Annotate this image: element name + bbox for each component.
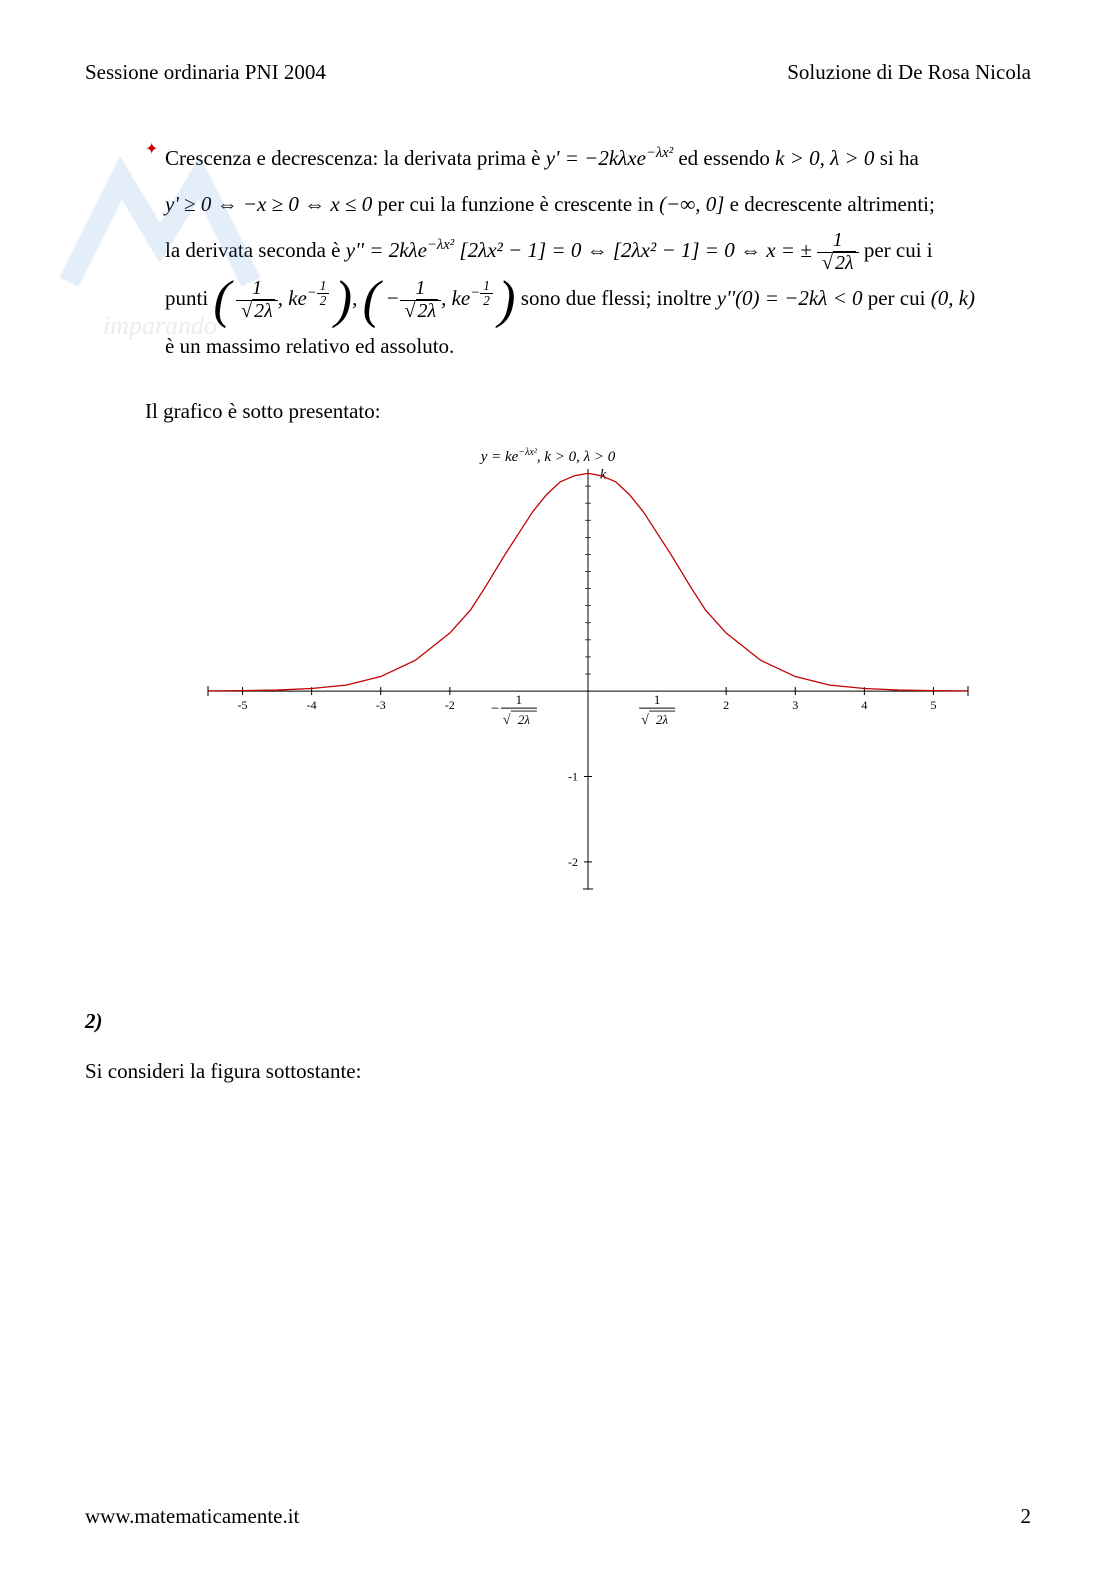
- bullet-item: ✦ Crescenza e decrescenza: la derivata p…: [145, 135, 1031, 369]
- line2a: y' ≥ 0 ⇔ −x ≥ 0 ⇔ x ≤ 0: [165, 192, 372, 216]
- line2c: e decrescente altrimenti;: [730, 192, 935, 216]
- d2zero: y''(0) = −2kλ < 0: [717, 286, 863, 310]
- bullet-text: Crescenza e decrescenza: la derivata pri…: [165, 135, 975, 369]
- section-2: 2) Si consideri la figura sottostante:: [85, 1009, 1031, 1084]
- line5: è un massimo relativo ed assoluto.: [165, 334, 454, 358]
- cond1: k > 0, λ > 0: [775, 146, 874, 170]
- svg-text:-5: -5: [238, 698, 248, 712]
- svg-text:−: −: [491, 701, 499, 717]
- bullet-marker: ✦: [145, 135, 165, 164]
- deriv2: y'' = 2kλe−λx² [2λx² − 1] = 0 ⇔ [2λx² − …: [346, 238, 864, 262]
- frac-1-sqrt2l: 1 2λ: [817, 230, 859, 275]
- svg-text:5: 5: [930, 698, 936, 712]
- footer-url: www.matematicamente.it: [85, 1504, 299, 1529]
- svg-text:2: 2: [723, 698, 729, 712]
- section-number: 2): [85, 1009, 1031, 1034]
- line4c: per cui: [868, 286, 931, 310]
- graph-intro: Il grafico è sotto presentato:: [145, 399, 1031, 424]
- svg-text:y = ke−λx², k > 0, λ > 0: y = ke−λx², k > 0, λ > 0: [479, 447, 616, 465]
- chart-svg: -5 -4 -3 -2 2 3 4 5 − 1 √ 2λ 1 √ 2λ -1 -2 k y = ke−λx², k …: [178, 439, 998, 919]
- svg-text:3: 3: [792, 698, 798, 712]
- svg-text:-2: -2: [445, 698, 455, 712]
- svg-text:1: 1: [654, 692, 661, 707]
- svg-text:√: √: [503, 713, 511, 728]
- page-header: Sessione ordinaria PNI 2004 Soluzione di…: [85, 60, 1031, 85]
- svg-text:-3: -3: [376, 698, 386, 712]
- svg-text:2λ: 2λ: [518, 712, 531, 727]
- svg-text:k: k: [600, 467, 607, 482]
- line3b: per cui i: [864, 238, 933, 262]
- t1: la derivata prima è: [378, 146, 545, 170]
- header-left: Sessione ordinaria PNI 2004: [85, 60, 326, 85]
- svg-text:2λ: 2λ: [656, 712, 669, 727]
- line3a: la derivata seconda è: [165, 238, 346, 262]
- section2-text: Si consideri la figura sottostante:: [85, 1059, 1031, 1084]
- svg-text:-4: -4: [307, 698, 317, 712]
- main-content: ✦ Crescenza e decrescenza: la derivata p…: [85, 135, 1031, 919]
- svg-text:1: 1: [516, 692, 523, 707]
- header-right: Soluzione di De Rosa Nicola: [787, 60, 1031, 85]
- flex-points: ( 1 2λ , ke−12 ), ( − 1 2λ , ke−12 ): [213, 286, 520, 310]
- svg-text:√: √: [641, 713, 649, 728]
- svg-text:-2: -2: [568, 855, 578, 869]
- line2b: per cui la funzione è crescente in: [377, 192, 659, 216]
- line4a: punti: [165, 286, 213, 310]
- t-siha: si ha: [880, 146, 919, 170]
- svg-text:-1: -1: [568, 769, 578, 783]
- t2: ed essendo: [678, 146, 775, 170]
- pt0k: (0, k): [931, 286, 975, 310]
- line4b: sono due flessi; inoltre: [521, 286, 717, 310]
- bullet-label: Crescenza e decrescenza:: [165, 146, 378, 170]
- interval: (−∞, 0]: [659, 192, 724, 216]
- svg-text:4: 4: [861, 698, 867, 712]
- deriv1: y' = −2kλxe−λx²: [546, 146, 673, 170]
- page-number: 2: [1021, 1504, 1032, 1529]
- pin-icon: ✦: [145, 141, 158, 158]
- gaussian-chart: -5 -4 -3 -2 2 3 4 5 − 1 √ 2λ 1 √ 2λ -1 -2 k y = ke−λx², k …: [178, 439, 998, 919]
